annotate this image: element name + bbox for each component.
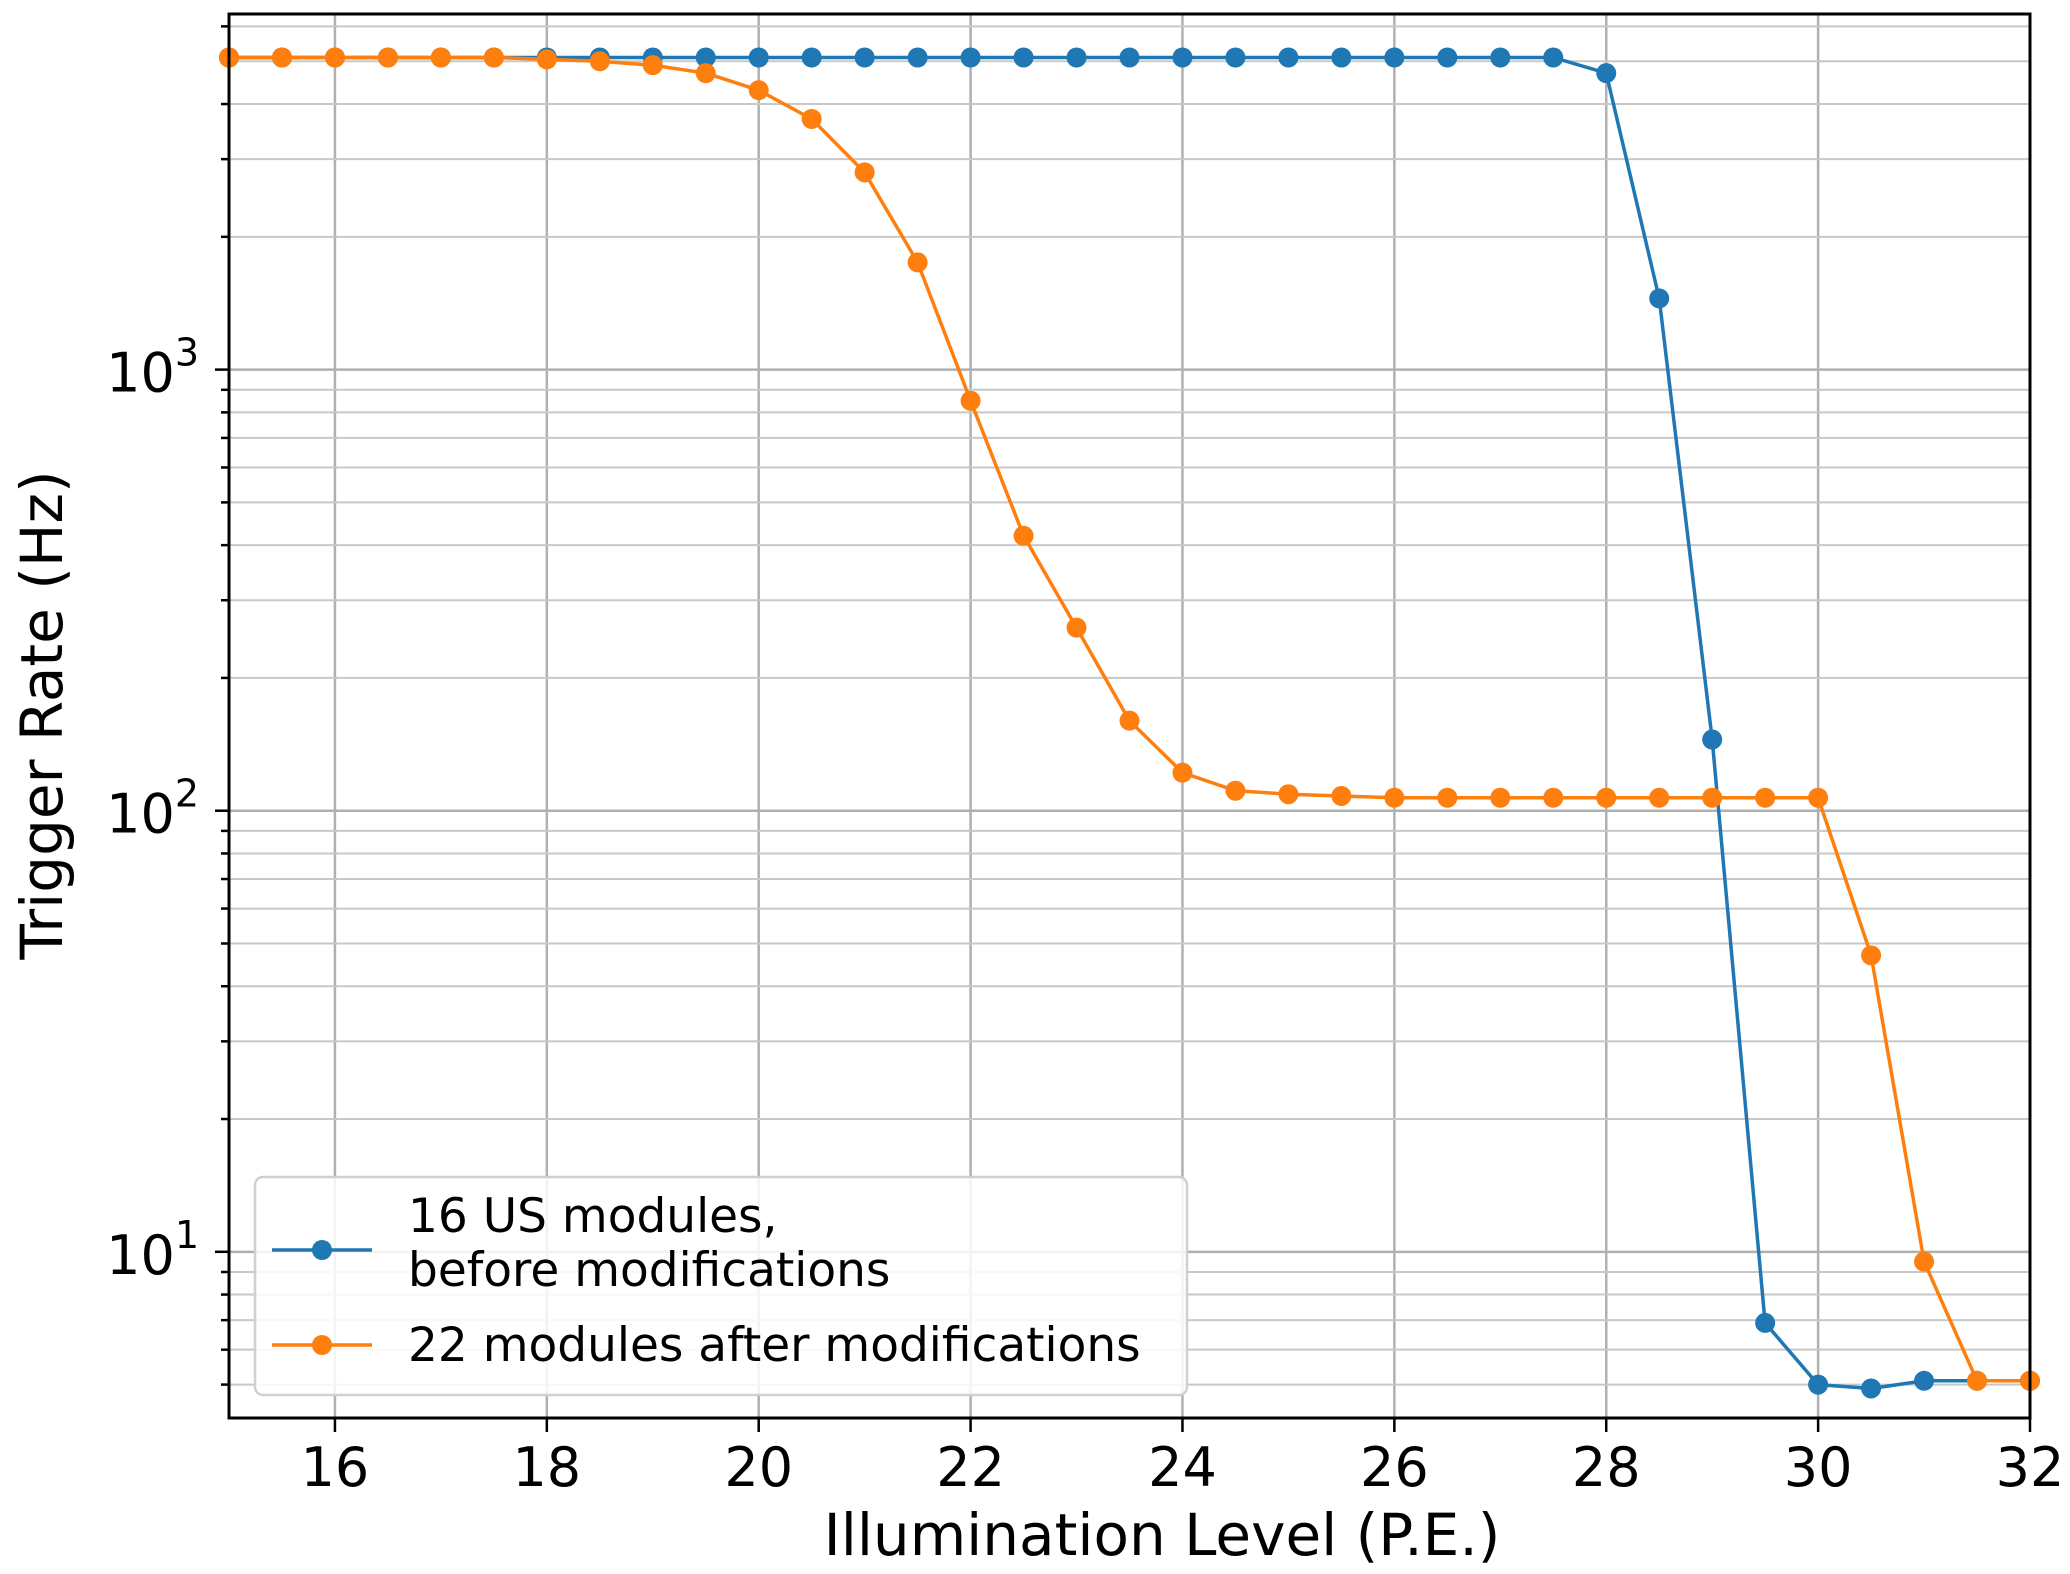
data-point	[430, 47, 451, 68]
data-point	[1596, 63, 1617, 84]
data-point	[748, 80, 769, 101]
data-point	[1331, 47, 1352, 68]
legend-box	[253, 1175, 1189, 1397]
data-point	[1808, 787, 1829, 808]
data-point	[1225, 780, 1246, 801]
data-point	[801, 47, 822, 68]
data-point	[1066, 617, 1087, 638]
data-point	[1702, 729, 1723, 750]
data-point	[589, 51, 610, 72]
data-point	[1066, 47, 1087, 68]
data-point	[536, 49, 557, 70]
data-point	[1384, 787, 1405, 808]
y-tick-label: 102	[106, 772, 199, 846]
x-tick-label: 26	[1360, 1436, 1429, 1499]
data-point	[1490, 787, 1511, 808]
data-point	[1278, 784, 1299, 805]
x-tick-label: 16	[301, 1436, 370, 1499]
data-point	[1649, 288, 1670, 309]
series-layer	[219, 47, 2040, 1399]
data-point	[1702, 787, 1723, 808]
legend-label: 22 modules after modifications	[408, 1318, 1141, 1373]
y-tick-labels: 101 102 103	[106, 331, 199, 1287]
legend-entry: 16 US modules, before modifications	[272, 1189, 890, 1298]
legend-entry: 22 modules after modifications	[272, 1318, 1141, 1373]
data-point	[1119, 710, 1140, 731]
data-point	[483, 47, 504, 68]
data-point	[1490, 47, 1511, 68]
data-point	[1861, 1378, 1882, 1399]
data-point	[324, 47, 345, 68]
data-point	[642, 55, 663, 76]
x-axis-label: Illumination Level (P.E.)	[824, 1501, 1501, 1569]
legend-marker	[312, 1335, 332, 1355]
data-point	[1914, 1251, 1935, 1272]
data-point	[1331, 785, 1352, 806]
data-point	[1914, 1370, 1935, 1391]
plot-frame	[227, 12, 2032, 1420]
data-point	[854, 162, 875, 183]
data-point	[801, 108, 822, 129]
legend-label: 16 US modules,	[408, 1189, 777, 1244]
data-point	[1649, 787, 1670, 808]
data-point	[1172, 47, 1193, 68]
x-tick-label: 32	[1996, 1436, 2065, 1499]
x-tick-labels: 16 18 20 22 24 26 28 30 32	[301, 1436, 2065, 1499]
data-point	[695, 63, 716, 84]
series-2	[219, 47, 2040, 1391]
y-tick-label: 101	[106, 1213, 199, 1287]
data-point	[695, 47, 716, 68]
data-point	[1225, 47, 1246, 68]
data-point	[1437, 787, 1458, 808]
legend: 16 US modules, before modifications 22 mo…	[253, 1175, 1189, 1397]
data-point	[907, 252, 928, 273]
data-point	[1596, 787, 1617, 808]
data-point	[377, 47, 398, 68]
data-point	[1543, 47, 1564, 68]
data-point	[1013, 47, 1034, 68]
x-tick-label: 20	[724, 1436, 793, 1499]
data-point	[1755, 787, 1776, 808]
x-tick-label: 18	[512, 1436, 581, 1499]
x-tick-label: 24	[1148, 1436, 1217, 1499]
data-point	[748, 47, 769, 68]
x-tick-label: 28	[1572, 1436, 1641, 1499]
legend-marker	[312, 1240, 332, 1260]
data-point	[1172, 762, 1193, 783]
data-point	[854, 47, 875, 68]
data-point	[1437, 47, 1458, 68]
x-tick-label: 30	[1784, 1436, 1853, 1499]
y-axis-label: Trigger Rate (Hz)	[8, 470, 76, 960]
data-point	[1278, 47, 1299, 68]
data-point	[1808, 1374, 1829, 1395]
data-point	[1384, 47, 1405, 68]
y-tick-label: 103	[106, 331, 199, 405]
data-point	[1967, 1370, 1988, 1391]
data-point	[960, 47, 981, 68]
data-point	[1861, 945, 1882, 966]
data-point	[271, 47, 292, 68]
data-point	[1013, 525, 1034, 546]
data-point	[1543, 787, 1564, 808]
data-point	[907, 47, 928, 68]
data-point	[960, 390, 981, 411]
data-point	[1755, 1312, 1776, 1333]
data-point	[1119, 47, 1140, 68]
legend-label: before modifications	[408, 1243, 890, 1298]
x-tick-label: 22	[936, 1436, 1005, 1499]
